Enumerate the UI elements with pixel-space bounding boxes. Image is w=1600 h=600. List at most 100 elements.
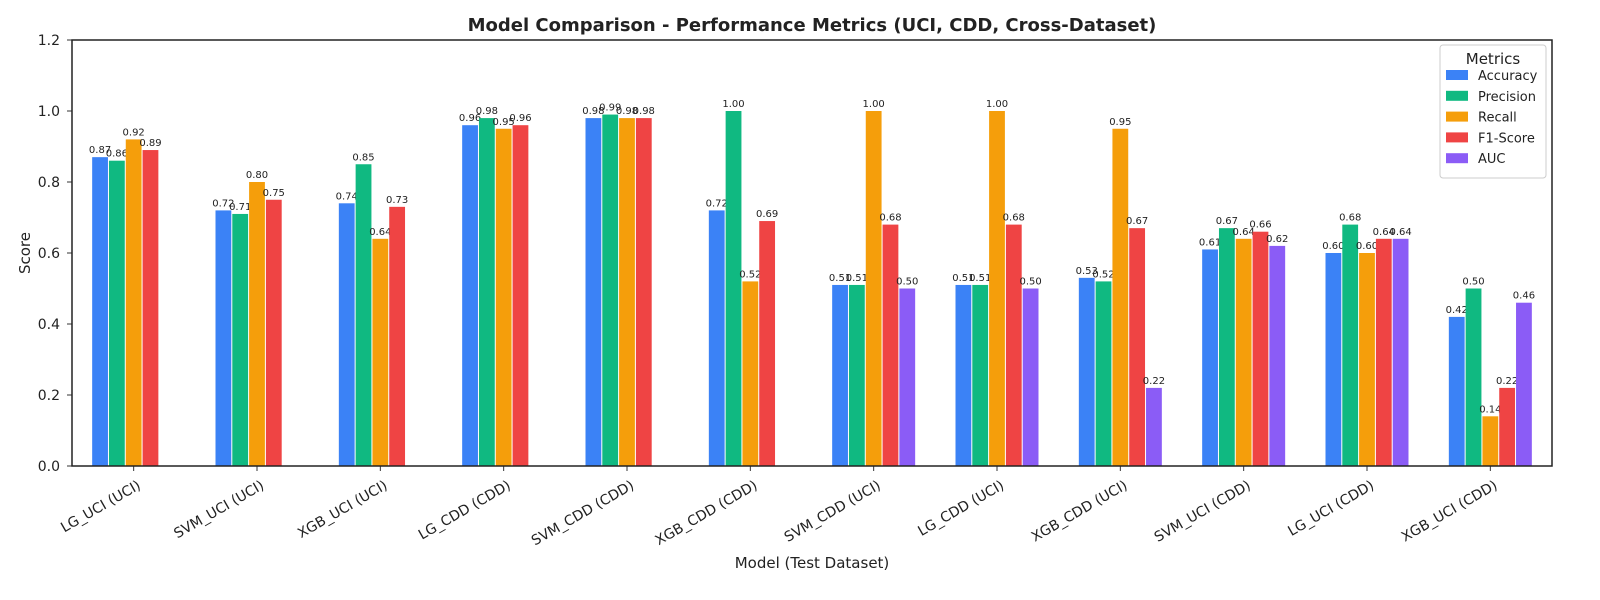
x-tick-label: LG_UCI (CDD) (1285, 478, 1377, 540)
bar-accuracy (832, 284, 848, 466)
legend-entry-label: Recall (1478, 111, 1517, 126)
bar-value-label: 0.69 (756, 209, 778, 220)
bar-recall (125, 139, 142, 466)
y-tick-label: 0.0 (38, 459, 60, 475)
x-tick-label: XGB_CDD (UCI) (1029, 478, 1130, 546)
x-tick-label: LG_CDD (CDD) (416, 478, 514, 544)
bar-value-label: 0.74 (336, 191, 358, 202)
bar-auc (1022, 288, 1039, 466)
bar-value-label: 1.00 (722, 99, 744, 110)
bar-accuracy (585, 118, 602, 466)
bar-value-label: 0.60 (1356, 241, 1378, 252)
x-tick-label: SVM_UCI (UCI) (171, 478, 267, 542)
bar-precision (108, 160, 125, 466)
bar-value-label: 0.62 (1266, 234, 1288, 245)
bar-value-label: 0.98 (633, 106, 655, 117)
bar-accuracy (462, 125, 478, 466)
bar-value-label: 0.52 (1092, 269, 1114, 280)
bar-accuracy (215, 210, 232, 466)
x-tick-label: XGB_UCI (UCI) (295, 478, 390, 542)
y-tick-label: 1.0 (38, 104, 60, 120)
bar-auc (1269, 245, 1286, 466)
bar-value-label: 0.64 (1233, 227, 1255, 238)
bar-precision (602, 114, 619, 467)
legend-swatch (1446, 111, 1468, 122)
bar-f1-score (635, 118, 652, 466)
bar-value-label: 0.60 (1322, 241, 1344, 252)
bar-value-label: 0.80 (246, 170, 268, 181)
bar-value-label: 0.75 (263, 188, 285, 199)
bar-f1-score (142, 150, 159, 467)
bar-auc (1146, 387, 1162, 466)
legend-swatch (1446, 132, 1468, 143)
legend-swatch (1446, 153, 1468, 164)
bar-value-label: 0.61 (1199, 237, 1221, 248)
bar-auc (1392, 238, 1409, 466)
x-tick-label: SVM_UCI (CDD) (1152, 478, 1254, 546)
bar-precision (232, 213, 249, 466)
bar-f1-score (1005, 224, 1022, 466)
x-axis-label: Model (Test Dataset) (735, 554, 890, 572)
bar-accuracy (1078, 277, 1095, 466)
bar-f1-score (389, 206, 406, 466)
bar-value-label: 1.00 (863, 99, 885, 110)
bar-value-label: 0.51 (829, 273, 851, 284)
bar-value-label: 0.92 (123, 127, 145, 138)
bar-value-label: 0.42 (1446, 305, 1468, 316)
bar-accuracy (92, 157, 108, 466)
bar-auc (1516, 302, 1532, 466)
legend-swatch (1446, 70, 1468, 80)
bar-f1-score (1252, 231, 1269, 466)
bar-value-label: 0.72 (706, 198, 728, 209)
bar-value-label: 0.67 (1216, 216, 1238, 227)
chart-title: Model Comparison - Performance Metrics (… (468, 15, 1157, 36)
plot-area: 0.0 0.2 0.4 0.6 0.8 1.0 1.2 0.870.86 0.920.89 LG_… (38, 33, 1553, 550)
bar-value-label: 0.98 (476, 106, 498, 117)
bar-value-label: 0.68 (1003, 213, 1025, 224)
bar-value-label: 0.53 (1076, 266, 1098, 277)
bar-recall (989, 111, 1005, 466)
legend-entry-label: F1-Score (1478, 131, 1535, 146)
plot-frame (71, 39, 1553, 467)
bar-accuracy (708, 210, 725, 466)
bar-value-label: 0.86 (106, 149, 128, 160)
bar-accuracy (338, 203, 355, 467)
x-tick-label: SVM_CDD (CDD) (529, 478, 637, 550)
x-tick-label: SVM_CDD (UCI) (782, 478, 884, 546)
bar-value-label: 0.73 (386, 195, 408, 206)
bar-f1-score (882, 224, 899, 466)
bar-recall (1359, 253, 1375, 466)
bar-accuracy (1325, 253, 1342, 466)
legend-swatch (1446, 90, 1468, 101)
y-axis-label: Score (16, 232, 34, 274)
bar-value-label: 0.68 (879, 213, 901, 224)
y-tick-label: 0.4 (38, 317, 60, 333)
bar-recall (1482, 416, 1499, 466)
legend-entry-label: Precision (1478, 90, 1536, 105)
bar-recall (495, 128, 512, 466)
bar-recall (249, 182, 265, 466)
bar-accuracy (955, 284, 972, 466)
bar-recall (372, 238, 389, 466)
y-tick-label: 0.2 (38, 388, 60, 404)
bar-value-label: 0.51 (952, 273, 974, 284)
bar-value-label: 0.46 (1513, 291, 1535, 302)
bar-value-label: 0.71 (229, 202, 251, 213)
bar-f1-score (1499, 387, 1516, 466)
bar-value-label: 0.50 (896, 277, 918, 288)
bar-f1-score (1129, 228, 1146, 466)
bar-precision (478, 118, 495, 466)
bar-value-label: 0.99 (599, 103, 621, 114)
bar-f1-score (512, 125, 529, 466)
bar-recall (1235, 238, 1252, 466)
legend-title: Metrics (1466, 50, 1521, 68)
bar-value-label: 0.14 (1479, 404, 1501, 415)
y-tick-label: 0.6 (38, 246, 60, 262)
bar-precision (1342, 224, 1359, 466)
bar-value-label: 0.22 (1143, 376, 1165, 387)
bar-precision (355, 164, 372, 466)
bar-f1-score (265, 199, 282, 466)
legend: Metrics Accuracy Precision Recall F1-Score A… (1439, 44, 1547, 179)
bar-value-label: 0.85 (352, 152, 374, 163)
